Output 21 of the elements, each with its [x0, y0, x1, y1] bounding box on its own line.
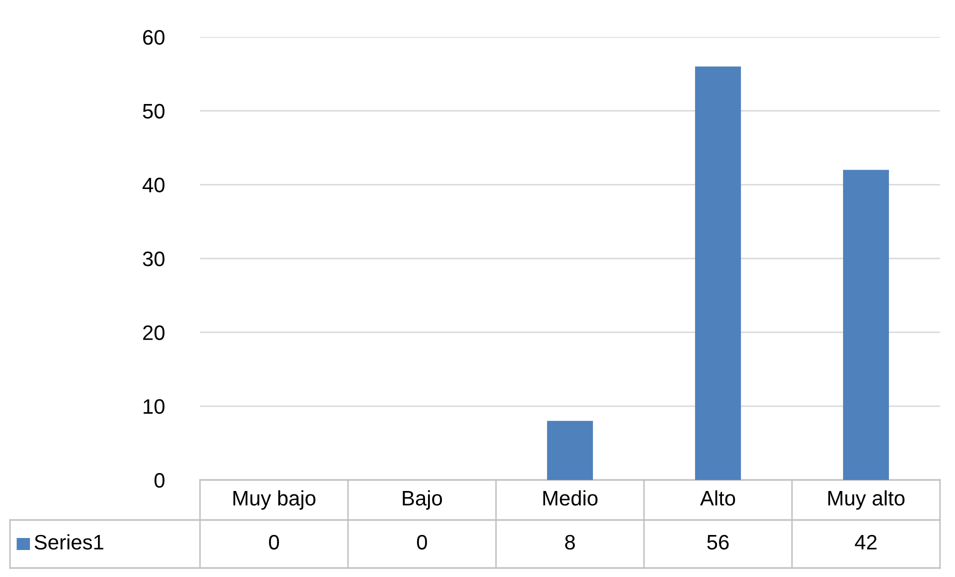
y-tick-label: 20: [143, 325, 164, 340]
legend-label: Series1: [34, 534, 104, 550]
y-tick-label: 10: [144, 399, 164, 414]
bar: [843, 170, 889, 480]
y-tick-label: 30: [142, 252, 164, 266]
data-label: 0: [269, 534, 279, 550]
y-tick-label: 0: [154, 473, 164, 488]
bar: [547, 420, 593, 480]
x-tick-label: Medio: [543, 490, 598, 506]
x-tick-label: Alto: [700, 490, 736, 506]
x-tick-label: Bajo: [402, 490, 442, 510]
y-tick-label: 60: [143, 30, 164, 45]
y-tick-label: 40: [142, 178, 164, 192]
data-label: 42: [854, 534, 877, 550]
x-tick-label: Muy bajo: [233, 490, 316, 510]
x-tick-label: Muy alto: [828, 490, 904, 510]
data-label: 8: [565, 534, 575, 550]
bar: [695, 66, 741, 480]
data-label: 56: [707, 534, 729, 550]
data-label: 0: [417, 534, 427, 550]
y-tick-label: 50: [142, 104, 164, 119]
